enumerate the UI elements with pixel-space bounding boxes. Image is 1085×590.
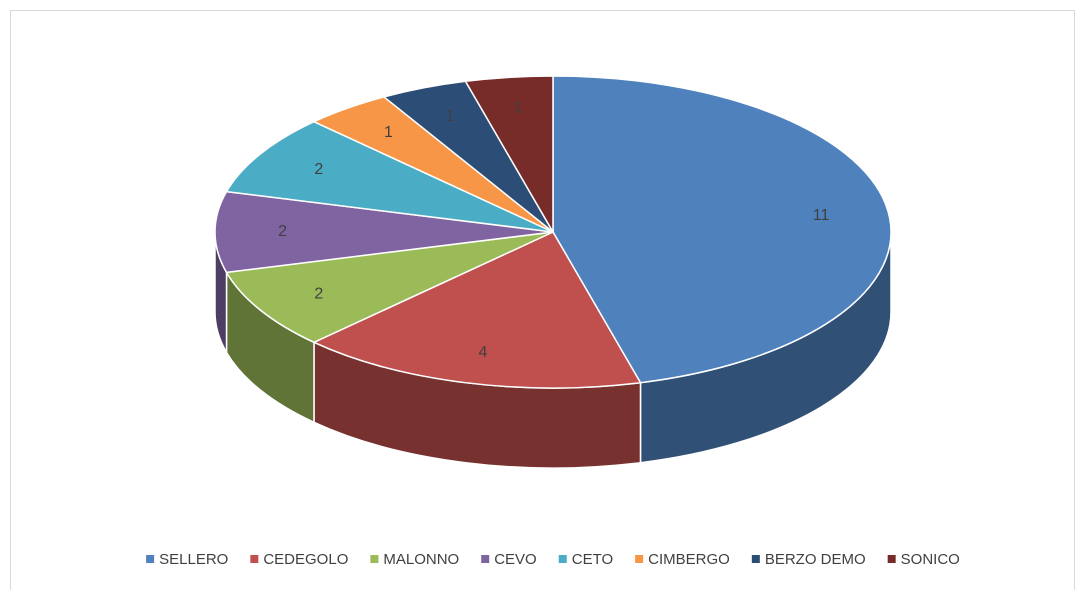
data-label: 1 <box>384 124 393 141</box>
data-label: 1 <box>445 108 454 125</box>
slice <box>225 120 554 233</box>
legend-label: CETO <box>572 551 613 568</box>
legend-marker <box>370 555 379 563</box>
slice <box>225 231 554 344</box>
slice <box>464 75 554 235</box>
legend: SELLERO CEDEGOLO MALONNO CEVO CETO CIMBERGO BE… <box>146 551 960 568</box>
slice <box>552 75 892 384</box>
legend-label: BERZO DEMO <box>765 551 866 568</box>
data-label: 1 <box>513 99 522 116</box>
legend-label: CEDEGOLO <box>263 551 348 568</box>
legend-marker <box>481 555 490 563</box>
slice <box>312 231 642 389</box>
legend-label: SONICO <box>901 551 960 568</box>
legend-marker <box>146 555 155 563</box>
legend-marker <box>635 555 644 563</box>
data-label: 2 <box>278 223 287 240</box>
data-label: 11 <box>813 207 830 224</box>
slice <box>214 190 554 274</box>
legend-marker <box>250 555 259 563</box>
legend-label: CEVO <box>494 551 537 568</box>
data-label: 4 <box>479 344 488 361</box>
legend-label: MALONNO <box>383 551 459 568</box>
legend-marker <box>751 555 760 563</box>
legend-marker <box>558 555 567 563</box>
legend-label: SELLERO <box>159 551 228 568</box>
data-label: 2 <box>314 286 323 303</box>
legend-marker <box>887 555 896 563</box>
legend-label: CIMBERGO <box>648 551 730 568</box>
data-label: 2 <box>314 161 323 178</box>
